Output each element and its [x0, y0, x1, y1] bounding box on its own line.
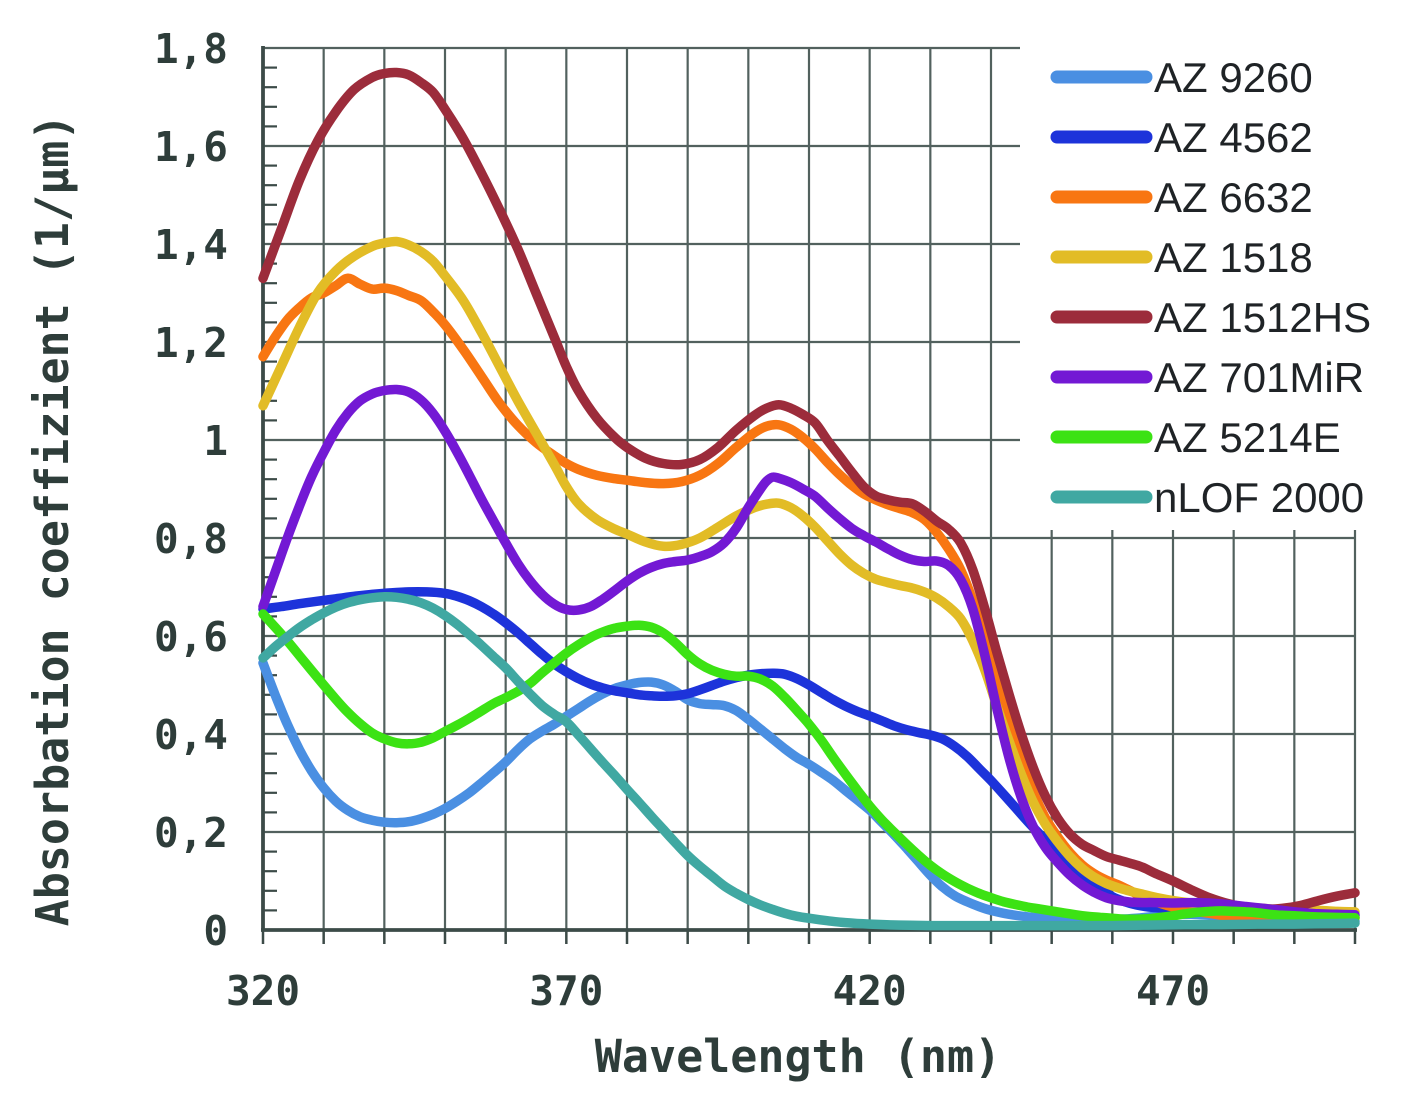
y-tick-label: 1,2 — [154, 319, 228, 367]
x-tick-label: 320 — [226, 967, 300, 1015]
curve-az-701mir — [258, 384, 1360, 920]
x-axis-title: Wavelength (nm) — [595, 1030, 1001, 1083]
curve-az-5214e — [258, 609, 1360, 925]
legend-item-az-1518: AZ 1518 — [1050, 234, 1313, 281]
legend-item-label: AZ 4562 — [1154, 114, 1313, 161]
y-tick-label: 0 — [203, 907, 228, 955]
legend-item-label: AZ 701MiR — [1154, 354, 1364, 401]
legend-item-label: nLOF 2000 — [1154, 474, 1364, 521]
legend-item-label: AZ 1518 — [1154, 234, 1313, 281]
series-curves — [258, 67, 1360, 931]
x-tick-label: 370 — [529, 967, 603, 1015]
axis-frame — [261, 46, 1357, 932]
legend-item-az-701mir: AZ 701MiR — [1050, 354, 1364, 401]
legend-item-label: AZ 1512HS — [1154, 294, 1371, 341]
legend-item-label: AZ 5214E — [1154, 414, 1341, 461]
y-tick-label: 0,8 — [154, 515, 228, 563]
legend-item-az-5214e: AZ 5214E — [1050, 414, 1341, 461]
y-tick-label: 1,8 — [154, 25, 228, 73]
y-tick-label: 1,6 — [154, 123, 228, 171]
legend-item-label: AZ 9260 — [1154, 54, 1313, 101]
y-tick-label: 1 — [203, 417, 228, 465]
legend-item-nlof-2000: nLOF 2000 — [1050, 474, 1364, 521]
y-tick-label: 0,2 — [154, 809, 228, 857]
x-tick-label: 470 — [1136, 967, 1210, 1015]
legend-item-az-6632: AZ 6632 — [1050, 174, 1313, 221]
x-tick-label: 420 — [833, 967, 907, 1015]
legend-background — [1020, 28, 1428, 530]
legend-item-az-9260: AZ 9260 — [1050, 54, 1313, 101]
curve-az-1512hs — [258, 67, 1360, 915]
legend-item-label: AZ 6632 — [1154, 174, 1313, 221]
y-tick-label: 1,4 — [154, 221, 228, 269]
y-tick-label: 0,4 — [154, 711, 228, 759]
curve-nlof-2000 — [258, 592, 1360, 931]
legend-item-az-4562: AZ 4562 — [1050, 114, 1313, 161]
legend-item-az-1512hs: AZ 1512HS — [1050, 294, 1371, 341]
curve-az-1518 — [258, 236, 1360, 917]
tick-labels: 0 0,2 0,4 0,6 0,8 1 1,2 1,4 1,6 1,8 320 370 420 470 — [154, 25, 1210, 1015]
axis-tick-marks — [261, 66, 1357, 944]
legend: AZ 9260 AZ 4562 AZ 6632 AZ 1518 AZ 1512HS AZ … — [1020, 28, 1428, 530]
y-axis-title: Absorbation coeffizient (1/µm) — [26, 114, 79, 927]
y-tick-label: 0,6 — [154, 613, 228, 661]
